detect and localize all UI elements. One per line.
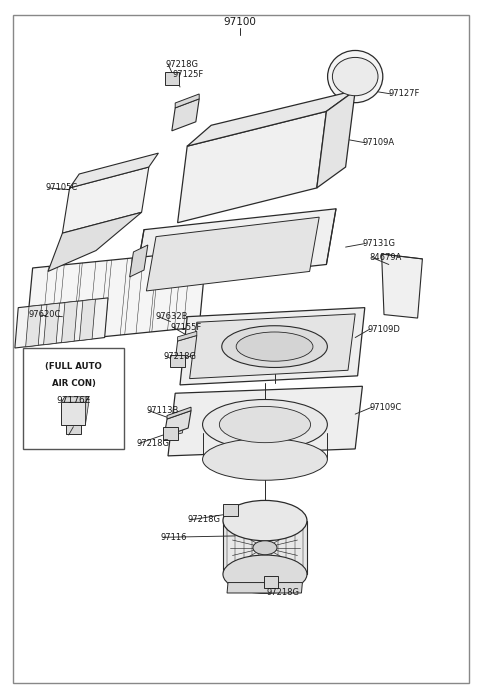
Polygon shape — [25, 305, 42, 347]
Polygon shape — [163, 427, 178, 440]
Polygon shape — [178, 331, 197, 341]
Ellipse shape — [327, 50, 383, 102]
Text: 97109D: 97109D — [367, 325, 400, 333]
Polygon shape — [187, 90, 355, 146]
Polygon shape — [190, 314, 355, 379]
Text: 97109A: 97109A — [362, 139, 395, 147]
Ellipse shape — [219, 406, 311, 443]
Text: 97113B: 97113B — [146, 406, 179, 415]
Text: 97218G: 97218G — [163, 352, 196, 361]
Ellipse shape — [223, 500, 307, 541]
Ellipse shape — [332, 57, 378, 95]
Polygon shape — [317, 90, 355, 188]
Ellipse shape — [203, 438, 327, 480]
Ellipse shape — [203, 400, 327, 450]
Polygon shape — [170, 355, 185, 367]
Text: 97218G: 97218G — [166, 60, 199, 68]
Polygon shape — [264, 576, 278, 588]
Text: 97218G: 97218G — [137, 439, 170, 448]
Text: 97155F: 97155F — [170, 323, 202, 331]
Polygon shape — [61, 397, 89, 402]
Text: 97127F: 97127F — [389, 90, 420, 98]
Polygon shape — [223, 504, 238, 516]
Polygon shape — [164, 411, 191, 436]
Text: 97218G: 97218G — [266, 589, 300, 597]
Ellipse shape — [222, 326, 327, 367]
Text: 97632B: 97632B — [156, 313, 189, 321]
Text: 97105C: 97105C — [46, 184, 78, 192]
Polygon shape — [15, 298, 108, 348]
Polygon shape — [168, 414, 185, 436]
Polygon shape — [165, 72, 179, 85]
Text: 97116: 97116 — [161, 533, 187, 541]
Polygon shape — [146, 217, 319, 291]
Polygon shape — [130, 245, 148, 277]
Text: 97176E: 97176E — [56, 396, 91, 405]
Polygon shape — [168, 386, 362, 456]
Polygon shape — [44, 303, 60, 345]
Text: 84679A: 84679A — [370, 253, 402, 262]
Text: 97125F: 97125F — [173, 70, 204, 79]
Polygon shape — [25, 251, 206, 345]
Polygon shape — [175, 335, 197, 361]
Polygon shape — [62, 167, 149, 233]
Polygon shape — [167, 407, 191, 419]
Ellipse shape — [223, 555, 307, 593]
Polygon shape — [223, 521, 307, 574]
Text: 97218G: 97218G — [187, 516, 220, 524]
Ellipse shape — [236, 332, 313, 361]
Polygon shape — [61, 301, 77, 342]
Polygon shape — [178, 111, 326, 223]
Text: (FULL AUTO: (FULL AUTO — [45, 362, 102, 371]
Polygon shape — [66, 421, 81, 434]
Polygon shape — [80, 299, 96, 340]
Polygon shape — [227, 583, 302, 593]
Bar — [23, 348, 124, 449]
Polygon shape — [172, 99, 199, 131]
Polygon shape — [48, 212, 142, 271]
Polygon shape — [134, 209, 336, 285]
Polygon shape — [61, 402, 85, 425]
Text: 97131G: 97131G — [362, 239, 396, 248]
Polygon shape — [175, 94, 199, 108]
Text: 97109C: 97109C — [370, 403, 402, 411]
Text: 97620C: 97620C — [29, 310, 61, 319]
Polygon shape — [382, 254, 422, 318]
Polygon shape — [70, 153, 158, 188]
Text: AIR CON): AIR CON) — [51, 379, 96, 388]
Polygon shape — [180, 308, 365, 385]
Ellipse shape — [253, 541, 277, 555]
Polygon shape — [85, 397, 89, 425]
Text: 97100: 97100 — [224, 17, 256, 27]
